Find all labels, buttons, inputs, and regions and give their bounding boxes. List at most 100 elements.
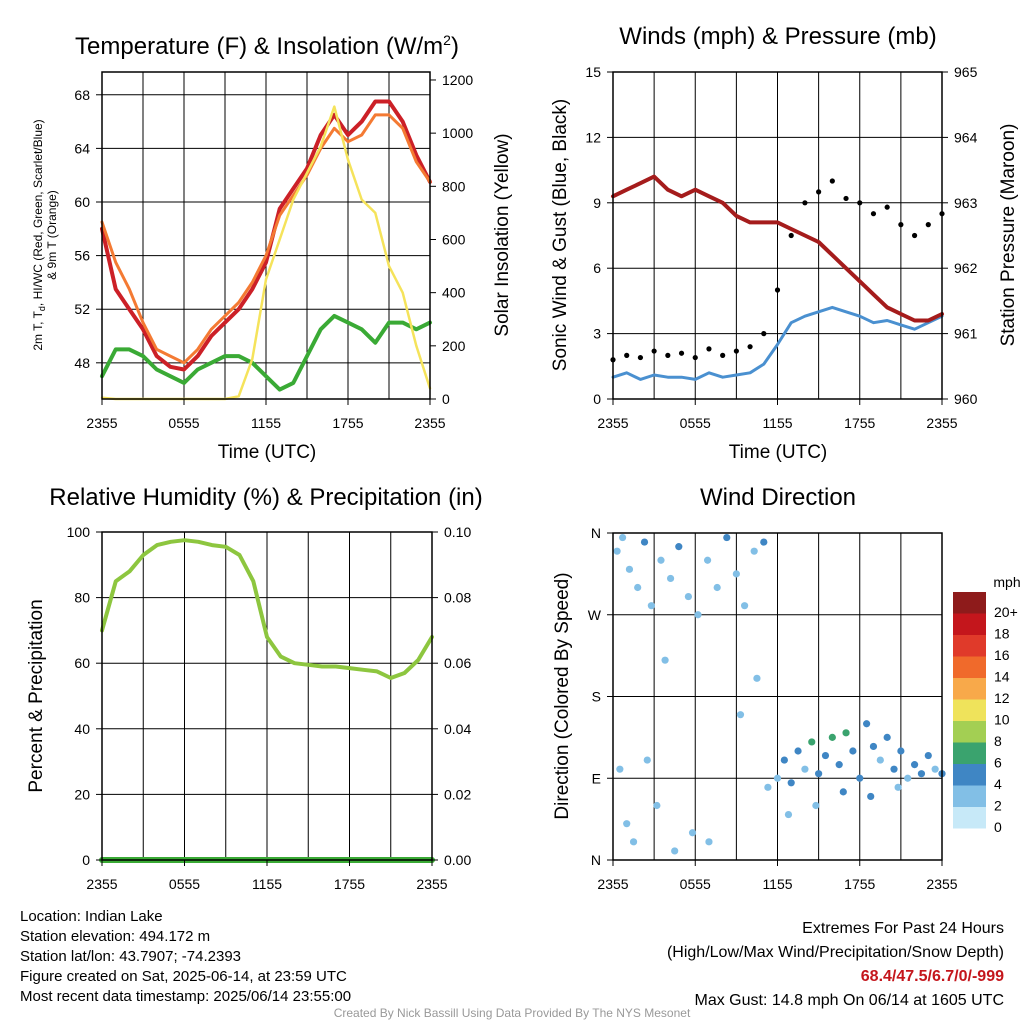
legend-swatch [953,678,986,700]
temp-y2tick-label: 1200 [442,72,473,88]
legend-label: 8 [994,733,1002,749]
legend-swatch [953,592,986,614]
gust-point [802,200,808,206]
recent-timestamp: Most recent data timestamp: 2025/06/14 2… [20,988,352,1005]
winds-ytick-label: 6 [593,260,601,276]
wdir-point [894,783,902,791]
legend-swatch [953,699,986,721]
winds-series [610,174,945,381]
temp-ytick-label: 52 [74,301,90,317]
wdir-point [856,774,864,782]
temp-title: Temperature (F) & Insolation (W/m2) [75,32,459,60]
winds-ytick-label: 9 [593,195,601,211]
temp-y2tick-label: 0 [442,391,450,407]
legend-swatch [953,721,986,743]
legend-label: 4 [994,776,1002,792]
wdir-point [613,547,621,555]
winds-xlabel: Time (UTC) [729,442,828,463]
wdir-point [634,583,642,592]
wdir-point [625,565,634,573]
wdir-point [647,602,655,610]
wdir-point [828,733,836,741]
gust-point [692,354,698,361]
gust-point [870,211,877,217]
wdir-ylabel: Direction (Colored By Speed) [552,572,573,819]
rh-xtick-label: 2355 [416,876,447,892]
winds-xtick-label: 1755 [844,415,875,431]
wdir-points [613,533,946,855]
gust-point [884,204,890,210]
temp-series-line [100,113,432,365]
winds-xtick-label: 2355 [926,415,957,431]
winds-xtick-label: 1155 [762,415,792,431]
wdir-point [694,611,702,619]
gust-point [843,195,849,202]
legend-label: 6 [994,754,1002,770]
rh-ylabel: Percent & Precipitation [26,599,47,792]
wdir-point [784,810,793,819]
temp-ytick-label: 64 [74,140,90,156]
winds-y2tick-label: 960 [954,391,978,407]
max-gust: Max Gust: 14.8 mph On 06/14 at 1605 UTC [694,992,1005,1009]
extremes-subtitle: (High/Low/Max Wind/Precipitation/Snow De… [666,944,1004,961]
rh-y2tick-label: 0.06 [444,655,471,671]
wdir-point [723,533,731,542]
rh-ytick-label: 100 [67,524,91,540]
wdir-point [794,747,802,755]
rh-xtick-label: 0555 [169,876,200,892]
extremes-values: 68.4/47.5/6.7/0/-999 [860,968,1004,985]
rh-xtick-label: 1155 [252,876,282,892]
temp-y2tick-label: 800 [442,178,466,194]
gust-point [651,348,657,354]
wdir-xtick-label: 2355 [926,876,957,892]
rh-ytick-label: 20 [74,786,90,802]
gust-point [733,348,739,354]
wdir-point [623,820,631,828]
wdir-point [703,556,712,564]
gust-point [925,222,931,228]
legend-swatch [953,807,986,829]
temp-xtick-label: 1755 [332,415,363,431]
wdir-point [618,533,627,542]
gust-point [761,331,767,337]
temp-xtick-label: 1155 [251,415,281,431]
legend-label: 2 [994,797,1002,813]
wdir-point [867,792,875,801]
winds-ytick-label: 3 [593,326,601,342]
extremes-box: Extremes For Past 24 Hours (High/Low/Max… [667,917,1004,1013]
gust-point [816,189,822,195]
wdir-point [815,770,823,778]
wdir-point [640,538,649,546]
temp-ylabel: 2m T, Td, HI/WC (Red, Green, Scarlet/Blu… [31,119,47,350]
rh-series-line [100,538,434,680]
temp-grid [102,72,430,399]
winds-series-line [611,174,944,323]
temp-series-line [100,99,432,372]
rh-ytick-label: 80 [74,590,90,606]
winds-y2tick-label: 964 [954,129,978,145]
wdir-point [705,838,713,846]
legend-label: 12 [994,690,1010,706]
temp-xtick-label: 0555 [168,415,199,431]
wdir-point [764,783,772,791]
gust-point [720,352,726,358]
rh-ticks: 2355 0555 1155 1755 2355 0 20 40 60 80 100 0.00 0.02… [67,524,472,892]
wdir-point [883,733,891,741]
wdir-point [780,756,788,764]
wdir-point [671,847,679,855]
wdir-ytick-label: N [591,525,601,541]
temp-xlabel: Time (UTC) [218,442,317,463]
wdir-xtick-label: 1755 [844,876,875,892]
temp-ticks: 2355 0555 1155 1755 2355 48 52 56 60 64 68 0 200 400 6… [74,72,473,431]
temp-y2tick-label: 1000 [442,125,473,141]
winds-ylabel: Sonic Wind & Gust (Blue, Black) [550,99,571,371]
rh-y2tick-label: 0.00 [444,852,471,868]
legend-swatch [953,742,986,764]
rh-title: Relative Humidity (%) & Precipitation (i… [49,484,482,511]
wdir-point [741,602,749,610]
wdir-point [653,801,661,810]
rh-y2tick-label: 0.02 [444,786,471,802]
wdir-point [629,838,638,846]
